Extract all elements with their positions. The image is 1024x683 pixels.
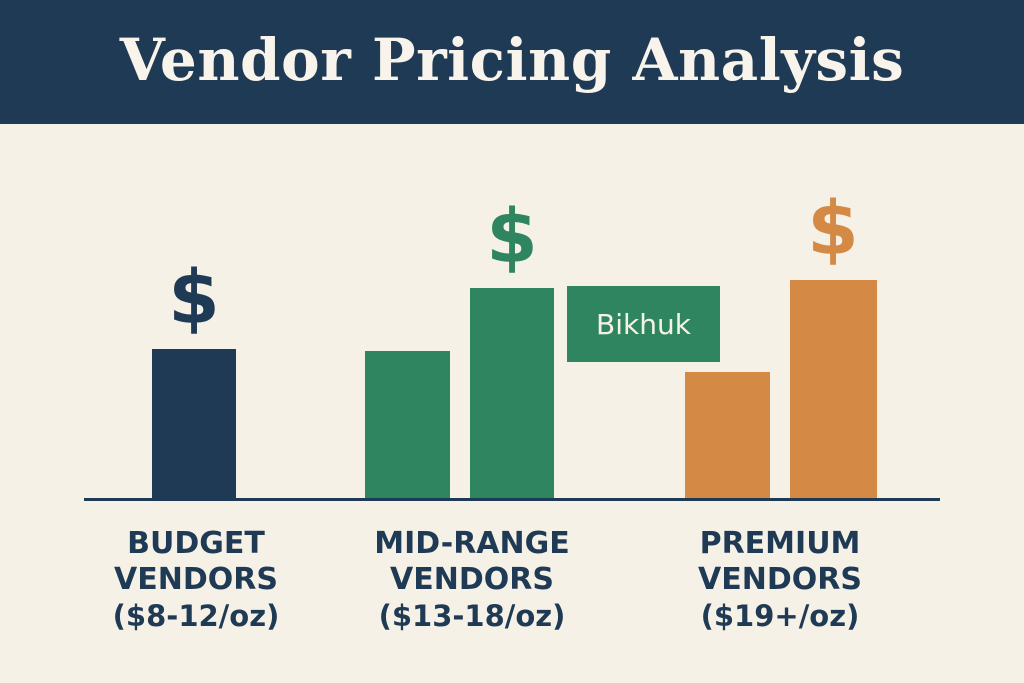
category-label-premium: PREMIUM VENDORS ($19+/oz) <box>650 526 910 634</box>
dollar-sign-icon: $ <box>807 186 859 272</box>
bar-mid-range-2 <box>470 288 554 499</box>
bar-mid-range-1 <box>365 351 450 499</box>
dollar-sign-icon: $ <box>168 255 220 341</box>
header-banner: Vendor Pricing Analysis <box>0 0 1024 124</box>
category-label-line1: BUDGET <box>127 526 265 561</box>
category-label-line1: MID-RANGE <box>374 526 570 561</box>
category-label-line2: VENDORS <box>114 562 278 597</box>
category-price-range: ($8-12/oz) <box>112 599 280 633</box>
category-label-line1: PREMIUM <box>699 526 861 561</box>
bar-chart: $ $ Bikhuk $ BUDGET VENDORS ($8-12/oz) M… <box>0 124 1024 683</box>
category-price-range: ($19+/oz) <box>700 599 860 633</box>
category-label-budget: BUDGET VENDORS ($8-12/oz) <box>66 526 326 634</box>
bar-premium-1 <box>685 372 770 499</box>
page-title: Vendor Pricing Analysis <box>119 26 905 94</box>
dollar-sign-icon: $ <box>486 194 538 280</box>
category-label-mid-range: MID-RANGE VENDORS ($13-18/oz) <box>342 526 602 634</box>
x-axis-baseline <box>84 498 940 501</box>
category-price-range: ($13-18/oz) <box>378 599 566 633</box>
bar-premium-2 <box>790 280 877 499</box>
category-label-line2: VENDORS <box>698 562 862 597</box>
vendor-callout-label: Bikhuk <box>567 286 720 362</box>
category-label-line2: VENDORS <box>390 562 554 597</box>
bar-budget <box>152 349 236 499</box>
